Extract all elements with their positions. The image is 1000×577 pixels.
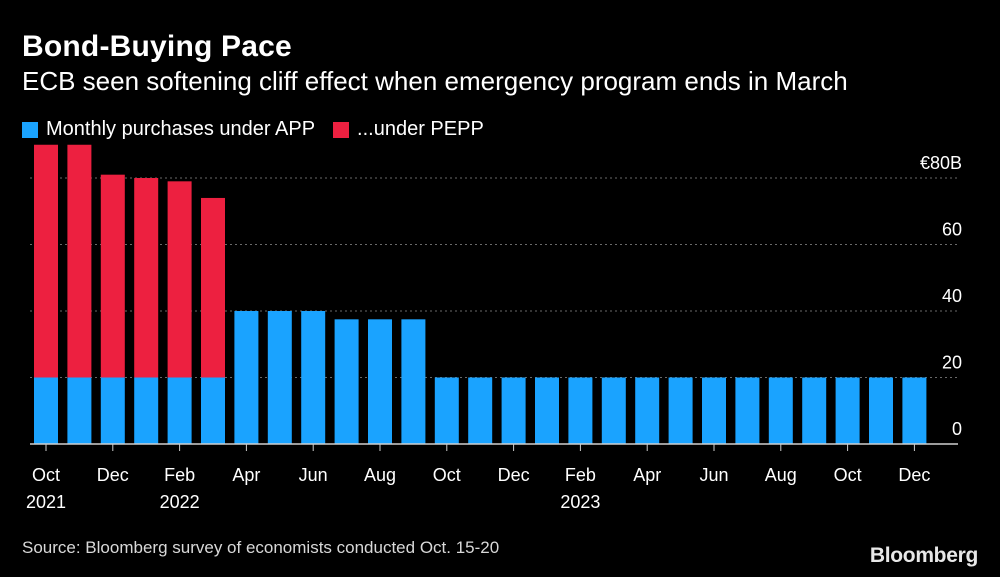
legend: Monthly purchases under APP ...under PEP… (22, 118, 502, 141)
bar-app (100, 377, 125, 444)
x-tick-label: Aug (765, 465, 797, 485)
x-tick-label: Apr (232, 465, 260, 485)
bar-pepp (67, 144, 92, 378)
bar-app (368, 319, 392, 444)
x-tick-label: Aug (364, 465, 396, 485)
bar-app (134, 377, 159, 444)
bar-app (601, 377, 626, 444)
x-tick-label: Dec (97, 465, 129, 485)
bar-app (401, 319, 426, 444)
legend-swatch-pepp (333, 121, 350, 138)
bar-app (434, 377, 459, 444)
bar-app (234, 311, 259, 444)
bar-pepp (167, 181, 192, 378)
bar-app (167, 377, 192, 444)
bar-pepp (134, 178, 159, 378)
bar-pepp (34, 144, 58, 378)
bar-app (668, 377, 693, 444)
bar-pepp (100, 174, 125, 378)
bar-app (635, 377, 660, 444)
x-tick-year-label: 2022 (160, 492, 200, 512)
source-note: Source: Bloomberg survey of economists c… (22, 538, 500, 557)
legend-label-pepp: ...under PEPP (357, 118, 484, 140)
chart-subtitle: ECB seen softening cliff effect when eme… (22, 66, 848, 96)
bar-pepp (201, 197, 225, 378)
y-tick-label: €80B (920, 153, 962, 173)
bloomberg-logo: Bloomberg (869, 544, 978, 567)
y-tick-label: 40 (942, 286, 962, 306)
x-tick-label: Oct (834, 465, 862, 485)
bar-app (501, 377, 526, 444)
x-tick-label: Dec (898, 465, 930, 485)
bar-app (768, 377, 793, 444)
bar-app (568, 377, 593, 444)
legend-swatch-app (22, 121, 38, 138)
x-tick-label: Jun (299, 465, 328, 485)
legend-label-app: Monthly purchases under APP (46, 118, 316, 140)
legend-item-app: Monthly purchases under APP (22, 118, 315, 141)
bar-app (902, 377, 927, 444)
x-tick-year-label: 2023 (560, 492, 600, 512)
legend-item-pepp: ...under PEPP (333, 118, 484, 141)
bar-app (468, 377, 493, 444)
x-tick-label: Feb (164, 465, 195, 485)
x-tick-label: Oct (433, 465, 461, 485)
y-tick-label: 0 (952, 419, 962, 439)
bar-app (735, 377, 760, 444)
bar-app (535, 377, 559, 444)
x-tick-label: Feb (565, 465, 596, 485)
y-tick-label: 20 (942, 353, 962, 373)
bar-app (201, 377, 225, 444)
x-tick-label: Dec (498, 465, 530, 485)
bar-app (334, 319, 359, 444)
y-tick-label: 60 (942, 220, 962, 240)
chart-title: Bond-Buying Pace (22, 30, 292, 63)
bar-app (802, 377, 827, 444)
bar-app (267, 311, 292, 444)
bar-app (34, 377, 58, 444)
x-tick-label: Apr (633, 465, 661, 485)
bar-app (301, 311, 326, 444)
x-tick-label: Oct (32, 465, 60, 485)
bar-app (702, 377, 726, 444)
x-tick-year-label: 2021 (26, 492, 66, 512)
x-tick-label: Jun (699, 465, 728, 485)
bar-app (835, 377, 860, 444)
bar-app (869, 377, 893, 444)
bar-app (67, 377, 92, 444)
